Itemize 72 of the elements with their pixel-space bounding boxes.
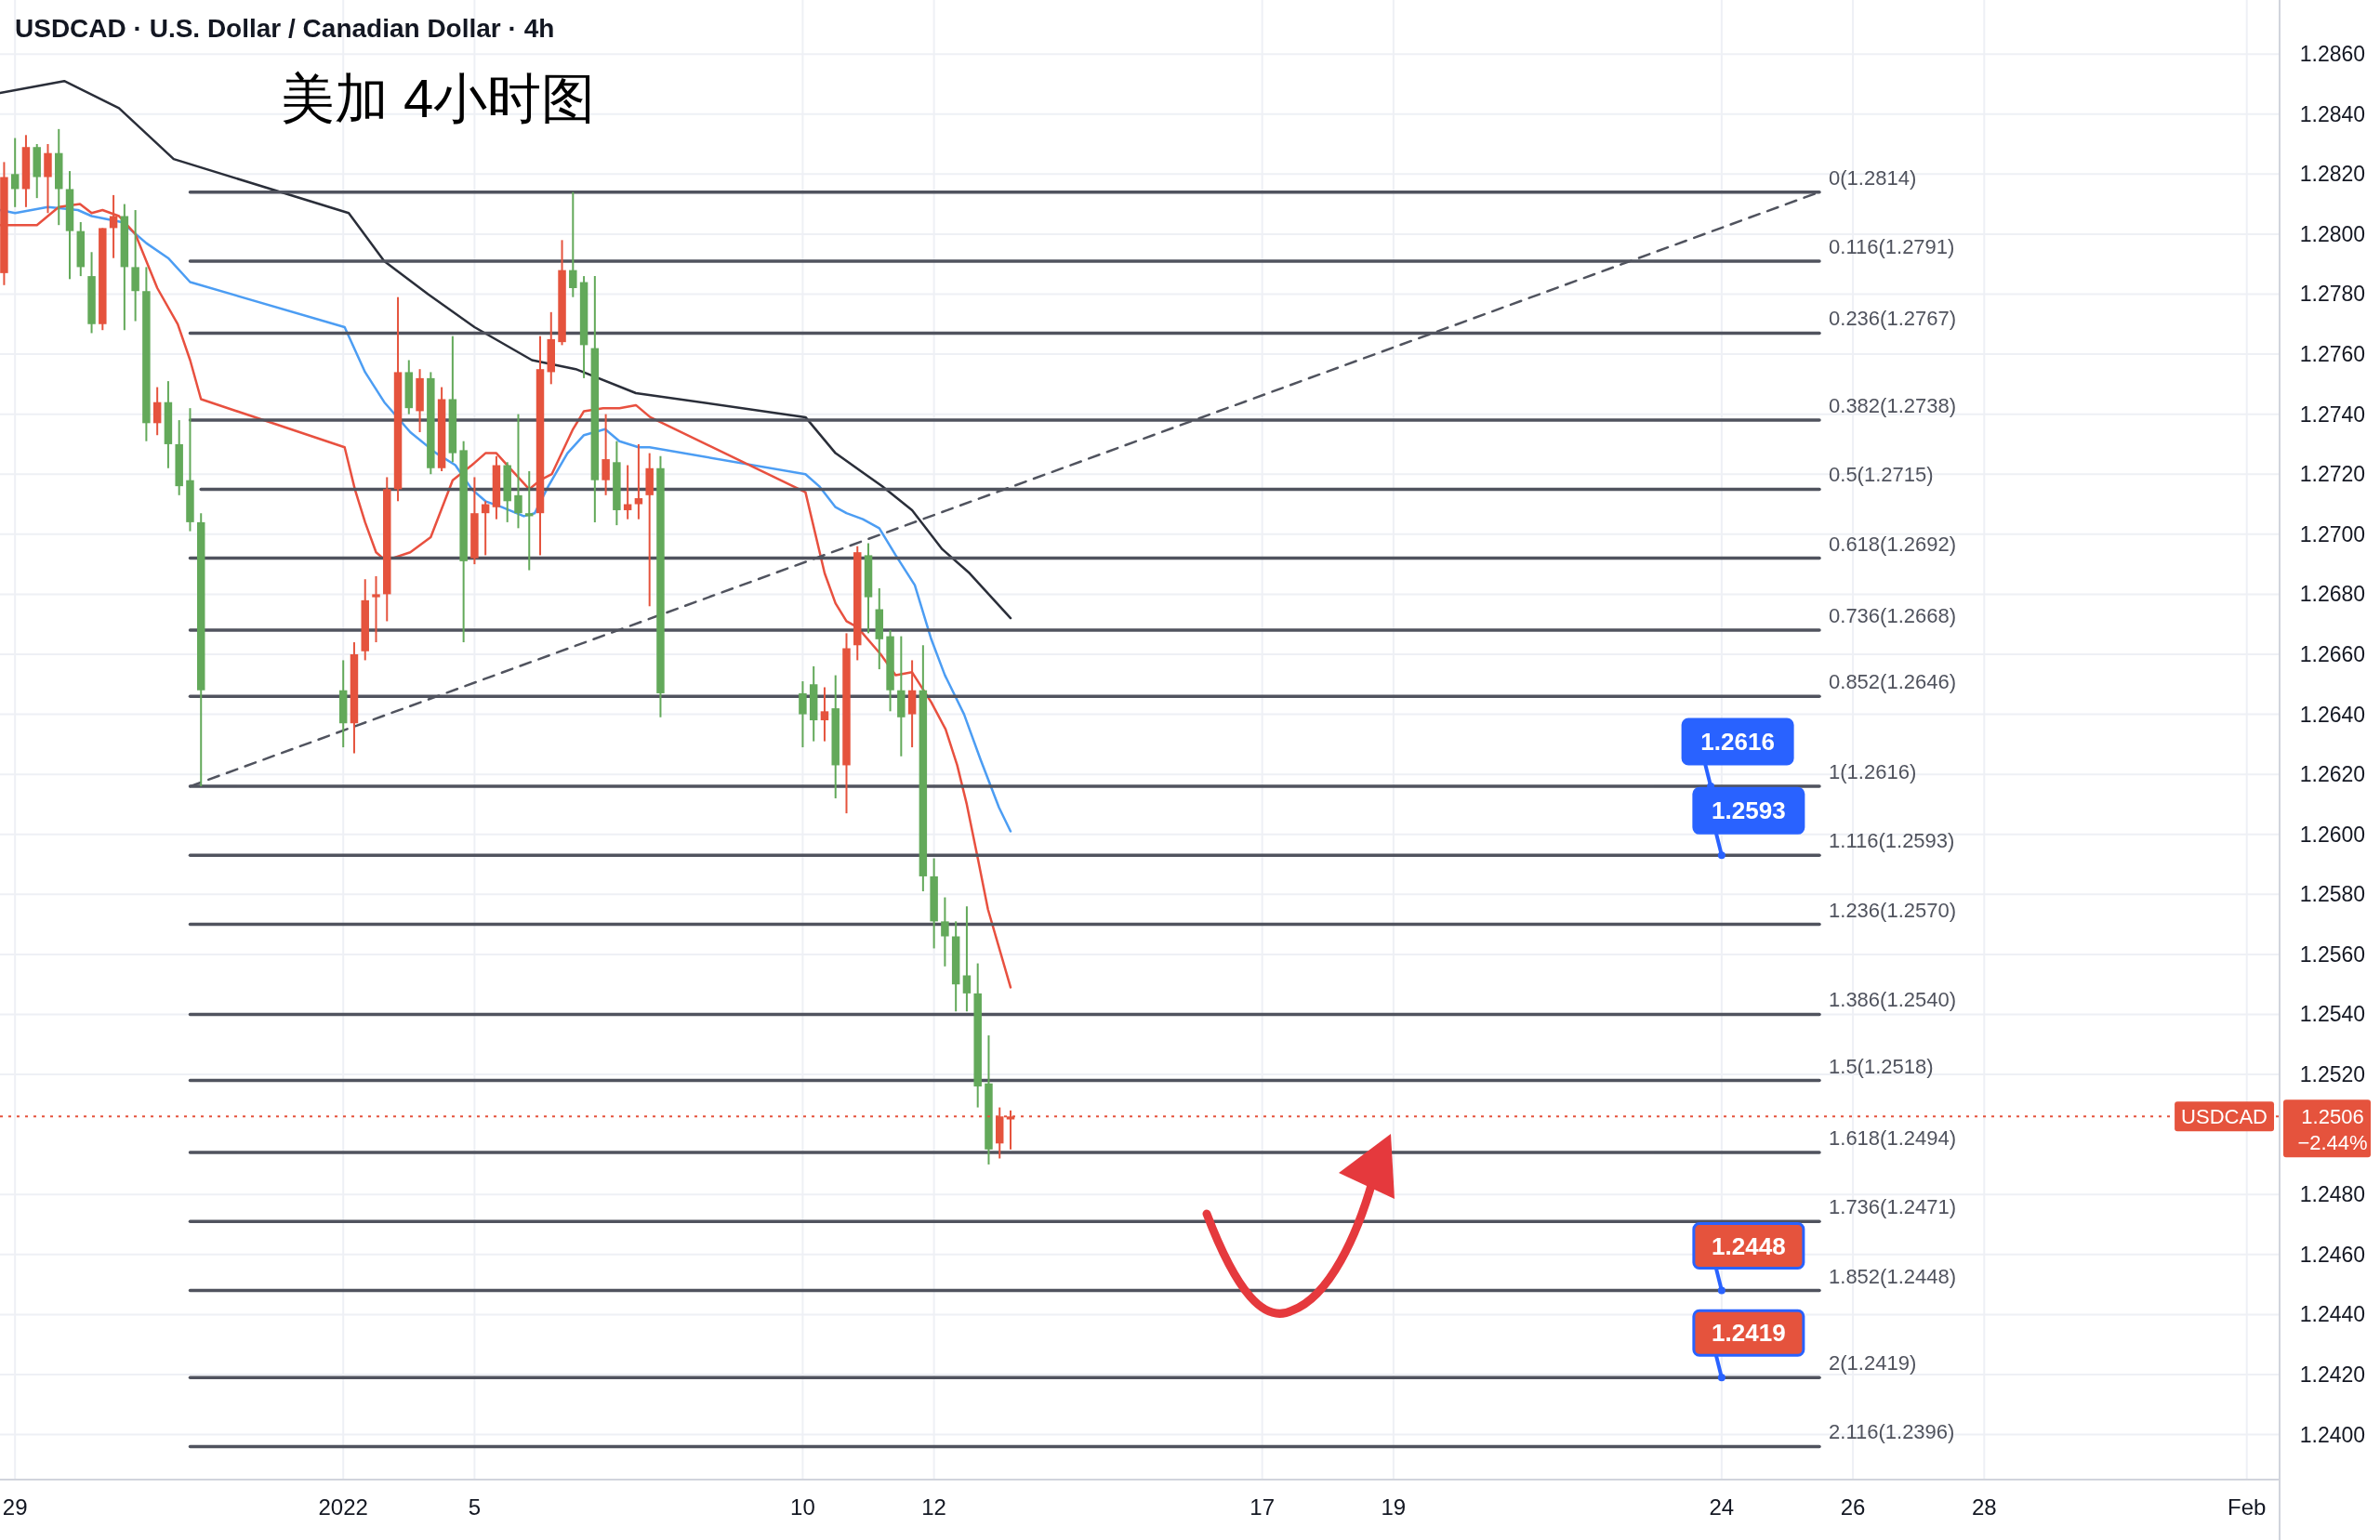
y-tick-label: 1.2800 — [2299, 221, 2366, 246]
y-tick-label: 1.2820 — [2299, 162, 2366, 187]
candlestick — [941, 896, 949, 967]
x-tick-label: 17 — [1250, 1494, 1275, 1520]
y-tick-label: 1.2860 — [2299, 42, 2366, 67]
y-tick-label: 1.2760 — [2299, 342, 2366, 367]
y-tick-label: 1.2780 — [2299, 282, 2366, 307]
annotation: 1.2616 — [1700, 728, 1775, 757]
series-label: 0.736(1.2668) — [1829, 604, 1957, 628]
x-tick-label: 24 — [1709, 1494, 1735, 1520]
candlestick — [962, 905, 972, 1013]
y-tick-label: 1.2660 — [2299, 641, 2366, 666]
y-tick-label: 1.2680 — [2299, 582, 2366, 607]
series-label: 1.618(1.2494) — [1829, 1126, 1957, 1151]
candlestick — [569, 191, 577, 298]
y-tick-label: 1.2480 — [2299, 1182, 2366, 1207]
annotation: 1.2593 — [1712, 796, 1786, 825]
y-tick-label: 1.2740 — [2299, 401, 2366, 427]
text: 1.2506 — [2301, 1105, 2364, 1129]
candlestick — [799, 680, 807, 749]
series-label: 0.618(1.2692) — [1829, 532, 1957, 556]
series-label: 0.382(1.2738) — [1829, 394, 1957, 418]
series-label: 1.386(1.2540) — [1829, 988, 1957, 1012]
series-label: 0(1.2814) — [1829, 165, 1917, 190]
x-tick-label: 26 — [1840, 1494, 1866, 1520]
text: USDCAD · U.S. Dollar / Canadian Dollar · 4h — [15, 14, 555, 43]
series-label: 1.5(1.2518) — [1829, 1054, 1934, 1078]
y-tick-label: 1.2640 — [2299, 702, 2366, 727]
y-tick-label: 1.2700 — [2299, 521, 2366, 546]
text: −2.44% — [2297, 1131, 2368, 1155]
y-tick-label: 1.2460 — [2299, 1242, 2366, 1267]
x-tick-label: 2022 — [318, 1494, 368, 1520]
candlestick — [372, 575, 380, 644]
y-tick-label: 1.2600 — [2299, 822, 2366, 847]
annotation: 1.2419 — [1712, 1319, 1786, 1348]
candlestick — [602, 413, 610, 496]
series-label: 1.236(1.2570) — [1829, 898, 1957, 922]
series-label: 1.852(1.2448) — [1829, 1264, 1957, 1288]
y-tick-label: 1.2540 — [2299, 1002, 2366, 1027]
series-label: 2(1.2419) — [1829, 1351, 1917, 1375]
x-tick-label: 10 — [790, 1494, 815, 1520]
y-tick-label: 1.2580 — [2299, 882, 2366, 907]
x-tick-label: 12 — [921, 1494, 946, 1520]
candlestick — [820, 686, 829, 743]
y-tick-label: 1.2400 — [2299, 1422, 2366, 1447]
x-tick-label: 29 — [2, 1494, 28, 1520]
y-tick-label: 1.2840 — [2299, 101, 2366, 126]
y-tick-label: 1.2440 — [2299, 1302, 2366, 1327]
y-tick-label: 1.2620 — [2299, 762, 2366, 787]
y-tick-label: 1.2560 — [2299, 941, 2366, 967]
x-tick-label: 19 — [1381, 1494, 1407, 1520]
series-label: 0.852(1.2646) — [1829, 670, 1957, 694]
series-label: 2.116(1.2396) — [1829, 1420, 1955, 1444]
candlestick — [634, 442, 643, 520]
annotation: 1.2448 — [1712, 1231, 1786, 1260]
series-label: 1.116(1.2593) — [1829, 829, 1955, 853]
series-label: 1(1.2616) — [1829, 760, 1917, 784]
y-tick-label: 1.2520 — [2299, 1062, 2366, 1087]
x-tick-label: 5 — [468, 1494, 482, 1520]
series-label: 1.736(1.2471) — [1829, 1195, 1957, 1219]
candlestick — [152, 386, 162, 437]
candlestick — [514, 413, 522, 530]
y-tick-label: 1.2420 — [2299, 1362, 2366, 1387]
y-tick-label: 1.2720 — [2299, 462, 2366, 487]
x-tick-label: Feb — [2228, 1494, 2267, 1520]
x-tick-label: 28 — [1971, 1494, 1997, 1520]
series-label: 0.236(1.2767) — [1829, 307, 1957, 331]
text: 美加 4小时图 — [281, 68, 596, 128]
series-label: 0.5(1.2715) — [1829, 463, 1934, 487]
ref-line-label: USDCAD — [2181, 1105, 2268, 1129]
series-label: 0.116(1.2791) — [1829, 234, 1955, 258]
candlestick — [10, 137, 20, 208]
